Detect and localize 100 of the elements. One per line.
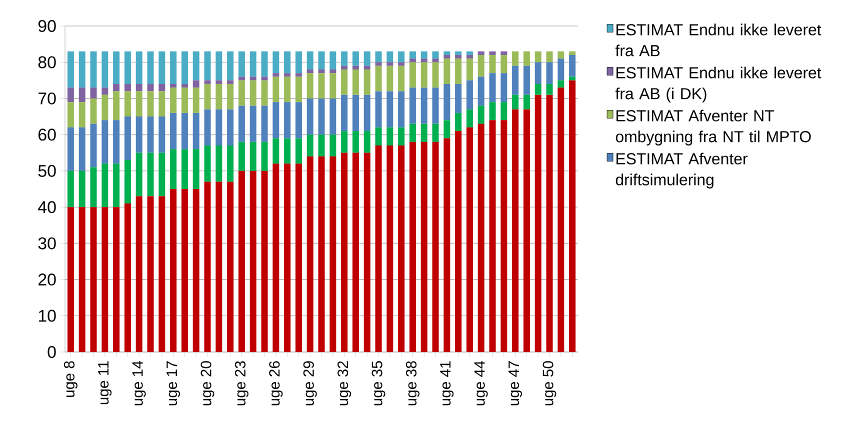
x-tick-label: uge 38 bbox=[406, 361, 420, 406]
bar bbox=[124, 91, 131, 117]
bar bbox=[113, 91, 120, 120]
bar bbox=[272, 102, 280, 138]
bar bbox=[352, 66, 359, 70]
bar bbox=[261, 80, 268, 106]
bar bbox=[386, 146, 394, 352]
bar bbox=[295, 164, 302, 352]
bar bbox=[306, 69, 314, 74]
bar bbox=[489, 102, 496, 120]
bar bbox=[569, 51, 576, 55]
bar bbox=[295, 51, 302, 74]
bar bbox=[306, 73, 314, 98]
bar bbox=[204, 109, 211, 146]
bar bbox=[102, 88, 108, 95]
legend-label: ESTIMAT Afventer NT ombygning fra NT til MPTO bbox=[616, 110, 811, 146]
bar bbox=[250, 142, 256, 171]
bar bbox=[546, 51, 553, 62]
bar bbox=[478, 51, 484, 55]
bar bbox=[318, 134, 325, 156]
bar bbox=[558, 58, 564, 80]
bar bbox=[113, 84, 120, 92]
bar bbox=[90, 167, 97, 208]
bar bbox=[136, 116, 142, 153]
bar bbox=[136, 51, 142, 84]
y-tick-label: 60 bbox=[38, 128, 56, 141]
bar bbox=[569, 80, 576, 352]
bar bbox=[181, 84, 188, 88]
bar bbox=[534, 94, 542, 352]
bar bbox=[341, 69, 348, 95]
bar bbox=[455, 54, 462, 59]
bar bbox=[216, 109, 222, 146]
bar bbox=[306, 98, 314, 135]
bar bbox=[330, 156, 336, 352]
y-tick-label: 10 bbox=[38, 310, 56, 322]
bar bbox=[90, 124, 97, 168]
bar bbox=[272, 164, 280, 352]
bar bbox=[216, 182, 222, 352]
bar bbox=[432, 88, 439, 124]
bar bbox=[455, 112, 462, 132]
bar bbox=[409, 58, 416, 62]
bar bbox=[409, 88, 416, 124]
bar bbox=[250, 80, 256, 106]
bar bbox=[569, 54, 576, 77]
legend-label: ESTIMAT Endnu ikke leveret fra AB bbox=[615, 24, 822, 56]
x-tick-label: uge 14 bbox=[132, 360, 146, 406]
bar bbox=[147, 84, 154, 92]
bar bbox=[67, 102, 74, 128]
bar bbox=[181, 189, 188, 352]
bar bbox=[500, 51, 508, 55]
bar bbox=[158, 152, 166, 196]
bar bbox=[534, 51, 542, 62]
bar bbox=[512, 94, 519, 110]
bar bbox=[90, 207, 97, 352]
bar bbox=[102, 120, 108, 164]
bar bbox=[124, 84, 131, 92]
bar bbox=[227, 146, 234, 182]
bar bbox=[432, 58, 439, 62]
bar bbox=[67, 127, 74, 171]
bar bbox=[78, 127, 86, 171]
bar bbox=[306, 134, 314, 156]
bar bbox=[318, 98, 325, 135]
bar bbox=[102, 164, 108, 208]
bar bbox=[375, 127, 382, 146]
bar bbox=[78, 51, 86, 88]
bar bbox=[466, 51, 473, 55]
bar bbox=[444, 51, 450, 55]
bar bbox=[147, 51, 154, 84]
bar bbox=[238, 76, 245, 80]
bar bbox=[227, 51, 234, 80]
bar bbox=[546, 84, 553, 95]
bar bbox=[250, 51, 256, 77]
bar bbox=[558, 88, 564, 352]
bar bbox=[375, 146, 382, 352]
bar bbox=[306, 156, 314, 352]
bar bbox=[455, 58, 462, 84]
bar bbox=[113, 120, 120, 164]
bar bbox=[124, 160, 131, 204]
bar bbox=[364, 131, 370, 153]
bar bbox=[364, 69, 370, 95]
bar bbox=[238, 106, 245, 142]
bar bbox=[489, 51, 496, 55]
bar bbox=[500, 120, 508, 352]
bar bbox=[227, 109, 234, 146]
bar bbox=[204, 80, 211, 84]
bar bbox=[295, 102, 302, 138]
bar bbox=[90, 51, 97, 88]
x-tick-label: uge 8 bbox=[64, 361, 78, 397]
bar bbox=[284, 73, 291, 77]
bar bbox=[478, 54, 484, 77]
bar bbox=[261, 76, 268, 80]
bar bbox=[432, 124, 439, 142]
bar bbox=[238, 51, 245, 77]
bar bbox=[136, 91, 142, 117]
bar bbox=[546, 62, 553, 84]
bar bbox=[295, 138, 302, 164]
bar bbox=[295, 76, 302, 102]
legend-label: ESTIMAT Endnu ikke leveret fra AB (i DK) bbox=[615, 66, 822, 102]
bar bbox=[158, 91, 166, 117]
bar bbox=[523, 51, 530, 66]
